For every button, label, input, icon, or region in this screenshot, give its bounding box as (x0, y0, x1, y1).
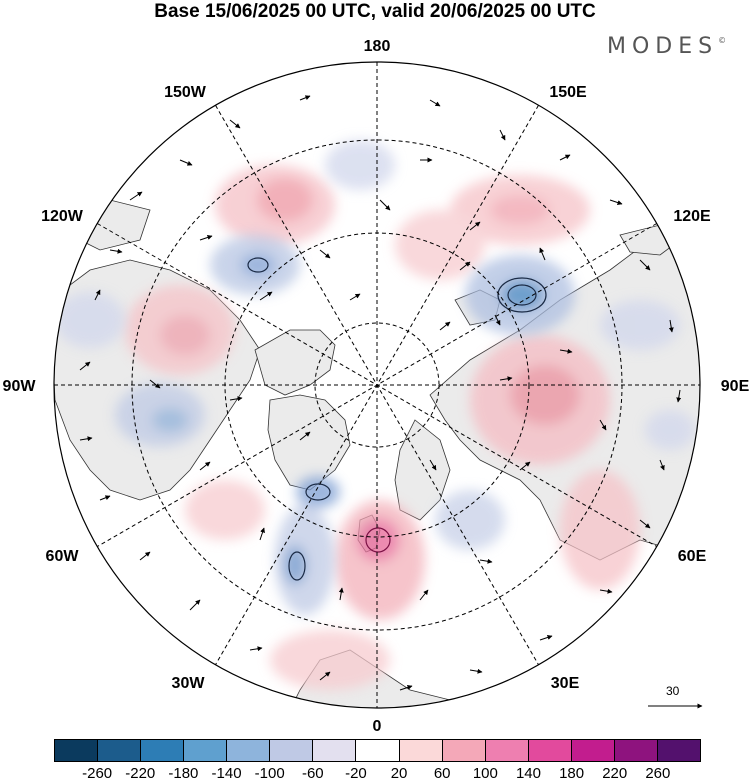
colorbar-tick-label: 60 (433, 765, 451, 782)
colorbar (54, 739, 701, 762)
meridian-label-60w: 60W (46, 548, 80, 565)
colorbar-cell (356, 740, 400, 761)
colorbar-tick-label: 100 (472, 765, 498, 782)
positive-anomaly-areas (125, 165, 640, 690)
colorbar-cell (227, 740, 271, 761)
colorbar-cell (571, 740, 615, 761)
graticule (54, 62, 700, 708)
colorbar-tick-label: 140 (515, 765, 541, 782)
meridian-label-0: 0 (373, 718, 382, 735)
colorbar-cell (657, 740, 700, 761)
colorbar-tick-label: 20 (390, 765, 408, 782)
meridian-label-30w: 30W (172, 675, 206, 692)
meridian-label-180: 180 (364, 38, 391, 55)
colorbar-cell (442, 740, 486, 761)
colorbar-tick-label: 180 (559, 765, 585, 782)
colorbar-cell (399, 740, 443, 761)
meridian-label-120w: 120W (41, 208, 84, 225)
colorbar-cell (270, 740, 314, 761)
meridian-label-90e: 90E (721, 378, 750, 395)
colorbar-cell (184, 740, 228, 761)
meridian-label-30e: 30E (551, 675, 580, 692)
colorbar-tick-label: -180 (168, 765, 199, 782)
meridian-label-150e: 150E (549, 84, 587, 101)
reference-vector-label: 30 (666, 684, 680, 698)
meridian-label-150w: 150W (164, 84, 207, 101)
map-title: Base 15/06/2025 00 UTC, valid 20/06/2025… (154, 1, 596, 22)
anomaly-contours (247, 257, 547, 581)
colorbar-cell (528, 740, 572, 761)
meridian-labels: 180 150E 120E 90E 60E 30E 0 30W 60W 90W … (3, 38, 750, 735)
colorbar-ticks: -260 -220 -180 -140 -100 -60 -20 20 60 100 140 180 2… (54, 766, 701, 782)
meridian-label-60e: 60E (678, 548, 707, 565)
colorbar-tick-label: -260 (82, 765, 113, 782)
colorbar-cell (313, 740, 357, 761)
colorbar-cell (55, 740, 99, 761)
colorbar-tick-label: -220 (125, 765, 156, 782)
map-boundary (53, 61, 701, 709)
colorbar-tick-label: 220 (602, 765, 628, 782)
colorbar-cell (98, 740, 142, 761)
wind-vectors (79, 95, 682, 691)
colorbar-tick-label: -20 (345, 765, 367, 782)
meridian-label-90w: 90W (3, 378, 37, 395)
polar-map: 180 150E 120E 90E 60E 30E 0 30W 60W 90W … (3, 38, 750, 735)
colorbar-cell (141, 740, 185, 761)
meridian-label-120e: 120E (673, 208, 711, 225)
colorbar-tick-label: -140 (211, 765, 242, 782)
colorbar-tick-label: 260 (645, 765, 671, 782)
colorbar-cell (614, 740, 658, 761)
colorbar-tick-label: -100 (254, 765, 285, 782)
negative-anomaly-areas (55, 140, 695, 615)
colorbar-tick-label: -60 (301, 765, 324, 782)
colorbar-cell (485, 740, 529, 761)
modes-logo: MODES© (607, 34, 727, 59)
